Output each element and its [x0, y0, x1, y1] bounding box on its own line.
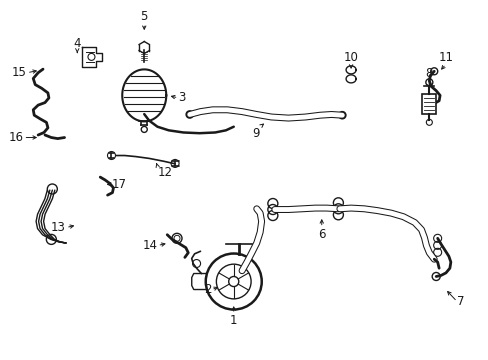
Text: 3: 3 [178, 91, 185, 104]
Text: 5: 5 [140, 10, 148, 23]
Text: 12: 12 [157, 166, 172, 179]
Text: 7: 7 [456, 295, 464, 308]
Text: 2: 2 [203, 283, 211, 296]
Text: 16: 16 [8, 131, 23, 144]
Text: 1: 1 [229, 314, 237, 327]
Text: 11: 11 [438, 51, 452, 64]
Text: 9: 9 [252, 127, 260, 140]
Text: 6: 6 [317, 228, 325, 240]
Bar [422, 94, 435, 114]
Text: 10: 10 [343, 51, 358, 64]
Text: 4: 4 [73, 37, 81, 50]
Text: 15: 15 [12, 66, 27, 79]
Text: 8: 8 [425, 67, 432, 80]
Text: 13: 13 [51, 221, 66, 234]
Text: 17: 17 [111, 178, 126, 191]
Text: 14: 14 [142, 239, 157, 252]
